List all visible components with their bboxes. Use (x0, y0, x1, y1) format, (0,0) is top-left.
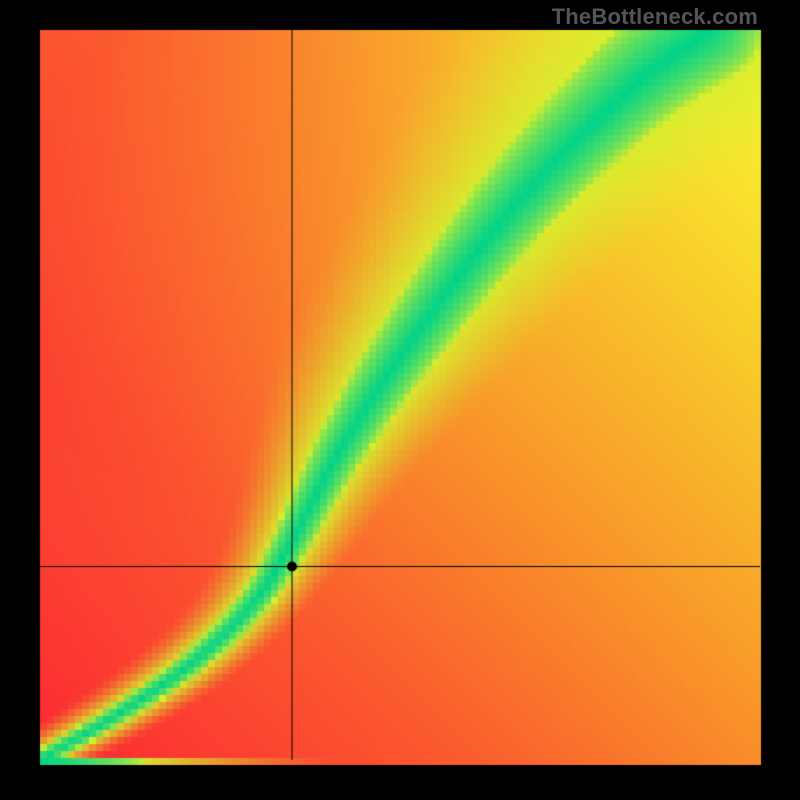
bottleneck-heatmap (0, 0, 800, 800)
watermark-text: TheBottleneck.com (552, 4, 758, 30)
